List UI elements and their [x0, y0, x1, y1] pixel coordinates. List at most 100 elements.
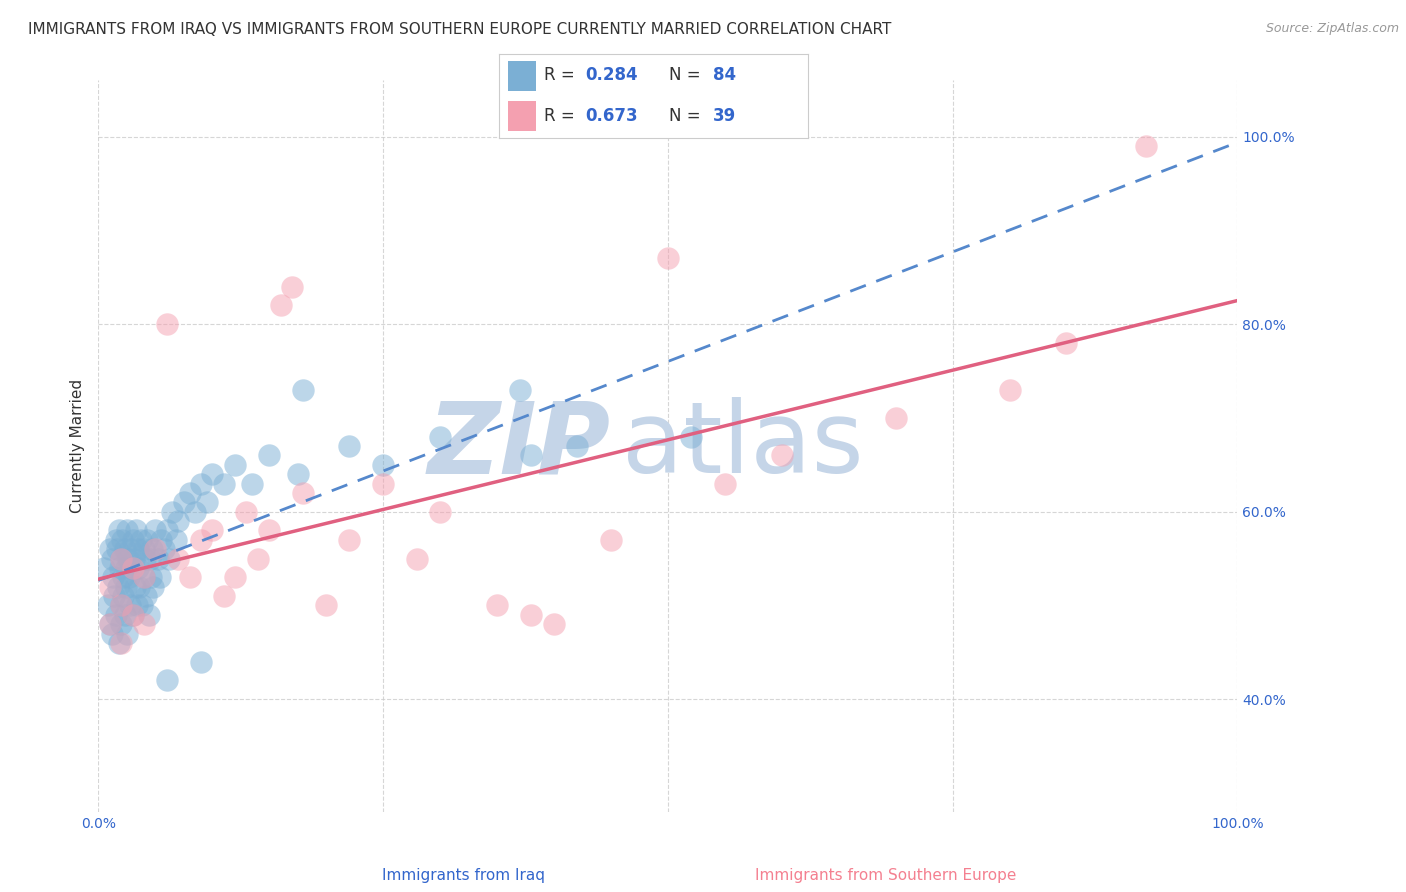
- Point: [120, 542, 142, 557]
- Point: [117, 551, 139, 566]
- FancyBboxPatch shape: [509, 62, 536, 91]
- Point: [167, 514, 190, 528]
- Text: 0.284: 0.284: [586, 66, 638, 84]
- Point: [235, 505, 257, 519]
- Point: [96, 599, 118, 613]
- Point: [509, 383, 531, 397]
- Text: R =: R =: [544, 66, 581, 84]
- Point: [184, 505, 207, 519]
- Point: [125, 524, 148, 538]
- Point: [337, 439, 360, 453]
- Point: [679, 429, 702, 443]
- Point: [105, 542, 128, 557]
- Point: [153, 542, 176, 557]
- Point: [287, 467, 309, 482]
- Point: [122, 551, 145, 566]
- Point: [337, 533, 360, 547]
- Point: [259, 524, 281, 538]
- Point: [371, 476, 394, 491]
- Point: [315, 599, 337, 613]
- Point: [167, 551, 190, 566]
- Point: [103, 570, 125, 584]
- Point: [114, 580, 136, 594]
- Text: Source: ZipAtlas.com: Source: ZipAtlas.com: [1265, 22, 1399, 36]
- Point: [110, 551, 132, 566]
- Point: [770, 449, 793, 463]
- Point: [98, 617, 121, 632]
- Point: [150, 533, 173, 547]
- Point: [138, 551, 160, 566]
- Text: Immigrants from Iraq: Immigrants from Iraq: [382, 868, 546, 883]
- Point: [270, 298, 292, 312]
- Point: [190, 533, 212, 547]
- Point: [115, 626, 138, 640]
- Point: [120, 561, 142, 575]
- Point: [118, 570, 141, 584]
- Point: [114, 542, 136, 557]
- Point: [195, 495, 218, 509]
- Point: [112, 570, 135, 584]
- Point: [136, 533, 159, 547]
- Point: [156, 317, 179, 331]
- Point: [162, 505, 184, 519]
- Point: [657, 252, 679, 266]
- Point: [281, 279, 304, 293]
- Point: [138, 607, 160, 622]
- Point: [112, 589, 135, 603]
- Point: [121, 607, 143, 622]
- Point: [190, 655, 212, 669]
- Point: [156, 524, 179, 538]
- Point: [128, 580, 150, 594]
- Point: [201, 467, 224, 482]
- Point: [108, 524, 131, 538]
- Point: [110, 599, 132, 613]
- Point: [246, 551, 269, 566]
- Point: [121, 607, 143, 622]
- Point: [884, 410, 907, 425]
- Point: [157, 551, 180, 566]
- Point: [98, 542, 121, 557]
- Point: [103, 589, 125, 603]
- Point: [129, 533, 152, 547]
- Point: [292, 383, 315, 397]
- Point: [107, 580, 129, 594]
- FancyBboxPatch shape: [509, 101, 536, 130]
- Point: [111, 533, 134, 547]
- Point: [134, 551, 156, 566]
- Point: [190, 476, 212, 491]
- Point: [149, 570, 172, 584]
- Point: [135, 589, 157, 603]
- Point: [93, 561, 115, 575]
- Point: [173, 495, 195, 509]
- Point: [212, 589, 235, 603]
- Point: [1135, 139, 1157, 153]
- Text: R =: R =: [544, 107, 581, 125]
- Point: [406, 551, 429, 566]
- Point: [110, 636, 132, 650]
- Text: IMMIGRANTS FROM IRAQ VS IMMIGRANTS FROM SOUTHERN EUROPE CURRENTLY MARRIED CORREL: IMMIGRANTS FROM IRAQ VS IMMIGRANTS FROM …: [28, 22, 891, 37]
- Point: [520, 607, 543, 622]
- Point: [165, 533, 187, 547]
- Point: [110, 599, 132, 613]
- Point: [98, 617, 121, 632]
- Point: [212, 476, 235, 491]
- Point: [114, 607, 136, 622]
- Text: ZIP: ZIP: [427, 398, 612, 494]
- Point: [429, 429, 451, 443]
- Point: [259, 449, 281, 463]
- Point: [714, 476, 737, 491]
- Point: [179, 486, 201, 500]
- Point: [104, 607, 127, 622]
- Point: [145, 542, 167, 557]
- Point: [543, 617, 565, 632]
- Point: [146, 551, 169, 566]
- Point: [145, 524, 167, 538]
- Point: [565, 439, 588, 453]
- Point: [132, 570, 155, 584]
- Point: [110, 617, 132, 632]
- Y-axis label: Currently Married: Currently Married: [70, 379, 86, 513]
- Point: [139, 570, 162, 584]
- Point: [108, 561, 131, 575]
- Point: [179, 570, 201, 584]
- Point: [101, 626, 124, 640]
